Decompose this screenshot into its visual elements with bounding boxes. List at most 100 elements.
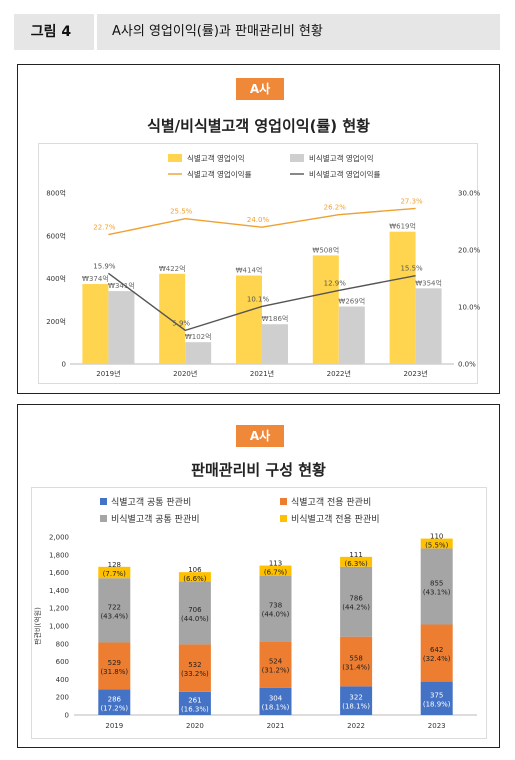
segment-value-label: 642 [430, 646, 443, 654]
line-data-label: 27.3% [400, 197, 423, 205]
legend-label: 식별고객 영업이익률 [187, 169, 252, 179]
stack-segment-unidentified-dedicated [98, 566, 131, 579]
segment-value-label: 375 [430, 691, 443, 699]
x-axis-tick-label: 2021 [267, 722, 285, 730]
line-data-label: 22.7% [93, 224, 116, 232]
left-axis-tick-label: 600억 [46, 232, 66, 240]
x-axis-tick-label: 2019 [105, 722, 123, 730]
stack-segment-unidentified-dedicated [259, 565, 292, 576]
right-axis-tick-label: 30.0% [458, 190, 481, 198]
segment-percent-label: (16.3%) [181, 705, 209, 713]
segment-value-label: 855 [430, 579, 443, 587]
right-axis-tick-label: 20.0% [458, 247, 481, 255]
y-axis-tick-label: 0 [65, 712, 69, 720]
figure-header-divider [94, 14, 97, 50]
segment-value-label: 529 [108, 659, 121, 667]
legend-swatch [280, 498, 287, 505]
legend-swatch [280, 515, 287, 522]
segment-percent-label: (44.0%) [181, 615, 209, 623]
legend-swatch [100, 515, 107, 522]
stack-segment-unidentified-dedicated [420, 538, 453, 549]
y-axis-tick-label: 1,800 [49, 551, 69, 559]
bar-data-label: ₩102억 [185, 333, 212, 341]
line-data-label: 12.9% [324, 279, 347, 287]
segment-percent-label: (6.6%) [183, 575, 207, 583]
legend-label: 비식별고객 공통 판관비 [111, 514, 200, 525]
bar-identified-profit [389, 231, 416, 364]
figure-number: 그림 4 [30, 24, 72, 40]
bar-identified-profit [159, 273, 186, 364]
segment-value-label: 304 [269, 694, 283, 702]
figure-header: 그림 4 A사의 영업이익(률)과 판매관리비 현황 [14, 14, 500, 50]
left-axis-tick-label: 200억 [46, 318, 66, 326]
segment-percent-label: (32.4%) [423, 655, 451, 663]
y-axis-tick-label: 200 [56, 694, 69, 702]
segment-value-label: 322 [349, 694, 362, 702]
segment-percent-label: (7.7%) [103, 570, 127, 578]
segment-value-label: 110 [430, 533, 443, 541]
segment-value-label: 786 [349, 595, 363, 603]
bar-identified-profit [236, 275, 262, 364]
bar-data-label: ₩619억 [389, 223, 416, 231]
bar-unidentified-profit [415, 288, 442, 364]
legend-label: 비식별고객 전용 판관비 [291, 514, 380, 525]
x-axis-tick-label: 2019년 [96, 369, 120, 378]
segment-value-label: 532 [188, 661, 201, 669]
bar-unidentified-profit [338, 306, 365, 364]
legend-swatch [100, 498, 107, 505]
stack-segment-identified-common [98, 689, 131, 715]
legend-label: 비식별고객 영업이익률 [309, 169, 380, 179]
legend-label: 식별고객 전용 판관비 [291, 497, 371, 508]
segment-percent-label: (18.1%) [342, 703, 370, 711]
line-unidentified-margin [107, 272, 416, 332]
x-axis-tick-label: 2022년 [327, 369, 351, 378]
sga-chart-title: 판매관리비 구성 현황 [191, 461, 326, 479]
segment-value-label: 106 [188, 566, 202, 574]
bar-data-label: ₩508억 [312, 246, 339, 254]
stack-segment-identified-dedicated [420, 624, 453, 682]
legend-swatch [290, 154, 304, 162]
x-axis-tick-label: 2020 [186, 722, 204, 730]
x-axis-tick-label: 2023년 [403, 369, 427, 378]
bar-data-label: ₩422억 [159, 265, 186, 273]
segment-value-label: 738 [269, 601, 282, 609]
left-axis-tick-label: 800억 [46, 190, 66, 198]
segment-percent-label: (31.2%) [262, 667, 290, 675]
segment-percent-label: (17.2%) [100, 704, 128, 712]
segment-percent-label: (6.7%) [264, 569, 288, 577]
y-axis-tick-label: 1,400 [49, 587, 69, 595]
segment-value-label: 286 [108, 695, 122, 703]
segment-percent-label: (18.1%) [262, 703, 290, 711]
bar-unidentified-profit [185, 342, 212, 364]
legend-swatch [168, 154, 182, 162]
legend-label: 식별고객 영업이익 [187, 153, 245, 163]
stack-segment-identified-dedicated [340, 636, 373, 687]
line-identified-margin [108, 207, 416, 236]
right-axis-tick-label: 10.0% [458, 304, 481, 312]
y-axis-tick-label: 600 [56, 658, 69, 666]
line-data-label: 25.5% [170, 208, 193, 216]
line-data-label: 15.9% [93, 262, 116, 270]
segment-percent-label: (44.0%) [262, 610, 290, 618]
stack-segment-unidentified-common [340, 566, 373, 637]
sga-panel: A사 판매관리비 구성 현황 0 200 400 600 800 1,000 1,200 1,… [17, 404, 500, 748]
figure-title: A사의 영업이익(률)과 판매관리비 현황 [112, 24, 323, 39]
bar-identified-profit [82, 284, 109, 364]
segment-value-label: 128 [108, 561, 121, 569]
segment-value-label: 111 [349, 551, 362, 559]
bar-data-label: ₩414억 [236, 267, 263, 275]
segment-value-label: 706 [188, 606, 202, 614]
segment-percent-label: (31.8%) [100, 668, 128, 676]
segment-percent-label: (44.2%) [342, 604, 370, 612]
operating-profit-chart: 0 200억 400억 600억 800억 0.0% 10.0% 20.0% 30.0% ₩374… [46, 153, 481, 378]
stack-segment-identified-common [178, 691, 211, 715]
x-axis-tick-label: 2023 [428, 722, 446, 730]
segment-percent-label: (33.2%) [181, 670, 209, 678]
right-axis-tick-label: 0.0% [458, 361, 476, 369]
y-axis-title: 판관비(억원) [33, 607, 42, 645]
stack-segment-unidentified-common [259, 575, 292, 642]
segment-value-label: 558 [349, 655, 362, 663]
line-data-label: 10.1% [247, 295, 270, 303]
segment-percent-label: (43.4%) [100, 612, 128, 620]
bar-data-label: ₩269억 [338, 298, 365, 306]
